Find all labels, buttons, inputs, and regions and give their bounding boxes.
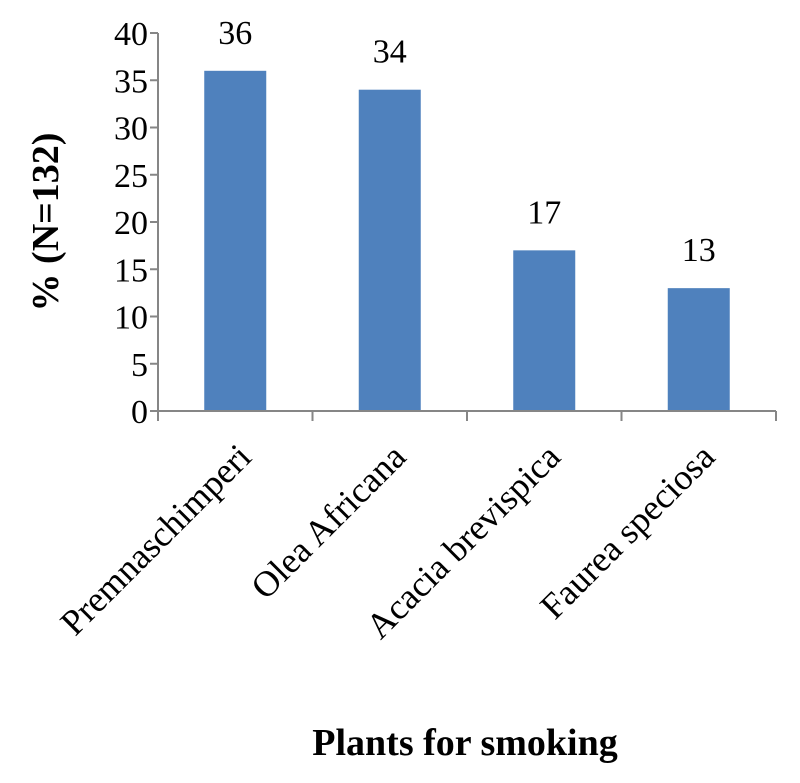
data-label: 13 <box>682 232 716 269</box>
data-label: 34 <box>373 34 407 71</box>
y-tick-label: 40 <box>114 16 148 53</box>
y-tick-label: 10 <box>114 300 148 337</box>
y-tick-label: 5 <box>131 347 148 384</box>
x-ticks <box>157 411 777 421</box>
data-labels: 36 34 17 13 <box>218 15 716 269</box>
x-axis-title: Plants for smoking <box>312 722 617 764</box>
y-tick-label: 25 <box>114 158 148 195</box>
y-axis-title: % (N=132) <box>25 133 67 312</box>
y-tick-label: 15 <box>114 252 148 289</box>
y-tick-label: 0 <box>131 394 148 431</box>
data-label: 17 <box>527 194 561 231</box>
bar <box>204 70 267 412</box>
y-ticks: 0 5 10 15 20 25 30 35 40 <box>114 16 158 431</box>
bar <box>667 288 730 411</box>
bars-layer <box>204 70 730 412</box>
y-tick-label: 30 <box>114 111 148 148</box>
category-label: Olea Africana <box>243 436 413 606</box>
y-tick-label: 20 <box>114 205 148 242</box>
bar <box>513 250 576 411</box>
bar <box>358 89 421 411</box>
category-label: Premnaschimperi <box>52 436 258 642</box>
y-tick-label: 35 <box>114 63 148 100</box>
data-label: 36 <box>218 15 252 52</box>
